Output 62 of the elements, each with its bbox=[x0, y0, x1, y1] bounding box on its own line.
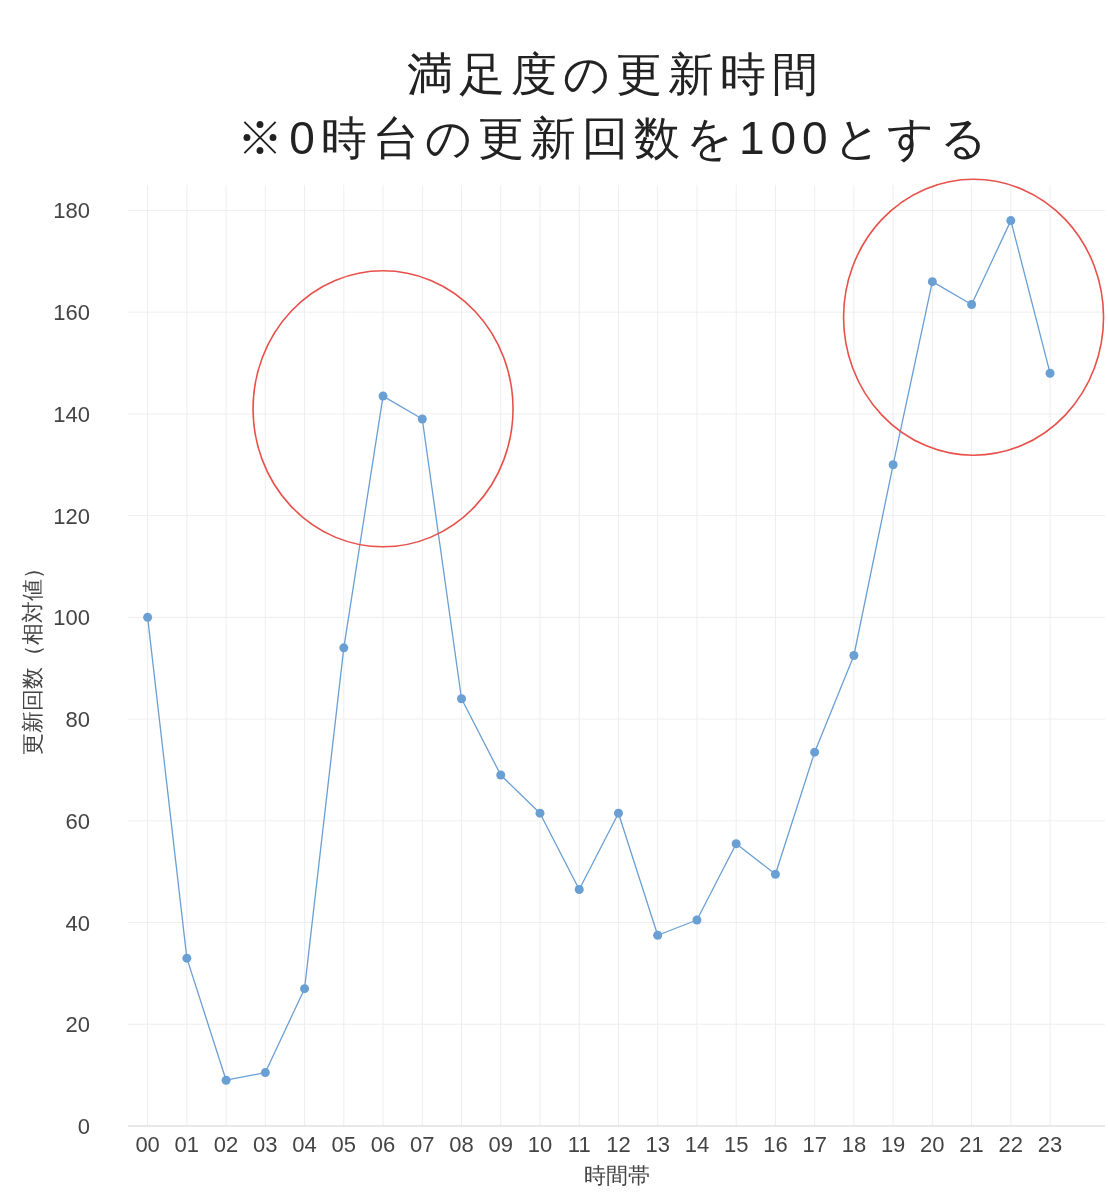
point bbox=[378, 391, 388, 401]
point bbox=[417, 414, 427, 424]
x-tick-label: 22 bbox=[998, 1132, 1024, 1157]
point bbox=[770, 869, 780, 879]
y-tick-label: 120 bbox=[53, 503, 90, 529]
point bbox=[810, 747, 820, 757]
point bbox=[143, 612, 153, 622]
x-tick-label: 19 bbox=[880, 1132, 906, 1157]
point bbox=[1045, 368, 1055, 378]
x-tick-label: 11 bbox=[567, 1132, 591, 1157]
x-tick-label: 12 bbox=[606, 1132, 631, 1157]
y-tick-label: 60 bbox=[65, 808, 90, 834]
y-tick-label: 0 bbox=[77, 1114, 90, 1139]
chart-subtitle: ※0時台の更新回数を100とする bbox=[237, 112, 993, 164]
point bbox=[535, 808, 545, 818]
point bbox=[221, 1075, 231, 1085]
point bbox=[849, 651, 859, 660]
x-tick-label: 17 bbox=[802, 1132, 827, 1157]
x-tick-label: 01 bbox=[174, 1132, 200, 1157]
x-tick-label: 13 bbox=[645, 1132, 670, 1157]
y-tick-label: 40 bbox=[65, 910, 90, 936]
point bbox=[692, 915, 702, 925]
point bbox=[496, 770, 506, 780]
point bbox=[574, 884, 584, 894]
x-axis-title: 時間帯 bbox=[583, 1163, 650, 1188]
y-tick-label: 100 bbox=[53, 605, 90, 631]
x-tick-label: 08 bbox=[449, 1132, 474, 1157]
point bbox=[967, 300, 977, 310]
point bbox=[653, 930, 663, 940]
point bbox=[339, 643, 349, 653]
point bbox=[1006, 216, 1016, 226]
y-tick-label: 140 bbox=[53, 401, 90, 427]
x-tick-label: 18 bbox=[841, 1132, 867, 1157]
point bbox=[731, 839, 741, 849]
y-tick-label: 80 bbox=[65, 707, 90, 733]
chart-title: 満足度の更新時間 bbox=[406, 48, 824, 100]
x-tick-label: 10 bbox=[527, 1132, 553, 1157]
point bbox=[457, 694, 467, 704]
x-tick-label: 16 bbox=[763, 1132, 788, 1157]
y-axis-title: 更新回数（相対値） bbox=[20, 556, 45, 755]
x-tick-label: 21 bbox=[959, 1132, 984, 1157]
x-tick-label: 03 bbox=[253, 1132, 278, 1157]
x-tick-label: 14 bbox=[684, 1132, 710, 1157]
x-tick-label: 02 bbox=[213, 1132, 239, 1157]
x-tick-label: 04 bbox=[292, 1132, 317, 1157]
x-tick-label: 15 bbox=[723, 1132, 749, 1157]
point bbox=[888, 460, 898, 470]
y-tick-label: 180 bbox=[53, 198, 90, 224]
point bbox=[182, 953, 192, 963]
y-tick-label: 160 bbox=[53, 300, 90, 326]
point bbox=[260, 1068, 270, 1078]
point bbox=[613, 808, 623, 818]
point bbox=[300, 984, 310, 994]
y-tick-label: 20 bbox=[65, 1012, 90, 1038]
x-tick-label: 00 bbox=[135, 1132, 160, 1157]
x-tick-label: 23 bbox=[1037, 1132, 1063, 1157]
x-tick-label: 06 bbox=[370, 1132, 396, 1157]
x-tick-label: 09 bbox=[488, 1132, 513, 1157]
x-tick-label: 05 bbox=[331, 1132, 357, 1157]
x-tick-label: 20 bbox=[920, 1132, 945, 1157]
x-tick-label: 07 bbox=[410, 1132, 435, 1157]
point bbox=[927, 277, 937, 287]
